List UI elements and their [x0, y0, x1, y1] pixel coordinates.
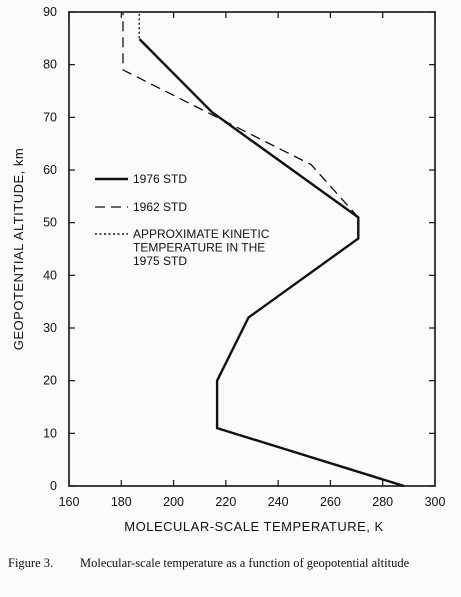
y-tick-label: 80: [43, 58, 57, 72]
x-tick-label: 200: [163, 495, 184, 509]
y-tick-label: 20: [43, 374, 57, 388]
chart: 160 180 200 220 240 260 280 300 0 10 20 30 40 50 60 70 8…: [11, 5, 446, 534]
x-tick-label: 280: [372, 495, 393, 509]
legend-label-2: 1962 STD: [133, 200, 187, 214]
x-tick-label: 160: [59, 495, 80, 509]
y-tick-label: 10: [43, 426, 57, 440]
y-tick-label: 70: [43, 110, 57, 124]
legend-label-3: APPROXIMATE KINETIC: [133, 227, 270, 241]
x-tick-label: 260: [320, 495, 341, 509]
x-tick-label: 300: [425, 495, 446, 509]
y-axis-title: GEOPOTENTIAL ALTITUDE, km: [11, 148, 26, 350]
y-tick-label: 90: [43, 5, 57, 19]
y-tick-label: 30: [43, 321, 57, 335]
caption-label: Figure 3.: [8, 556, 54, 570]
y-tick-label: 40: [43, 268, 57, 282]
plot-frame: [68, 11, 436, 487]
y-tick-label: 60: [43, 163, 57, 177]
series-line-1: [138, 38, 405, 488]
x-axis-title: MOLECULAR-SCALE TEMPERATURE, K: [124, 519, 383, 534]
y-tick-label: 50: [43, 216, 57, 230]
legend-label-1: 1976 STD: [133, 172, 187, 186]
x-tick-label: 240: [268, 495, 289, 509]
legend-label-3: TEMPERATURE IN THE: [133, 241, 265, 255]
y-tick-label: 0: [50, 479, 57, 493]
x-tick-label: 220: [215, 495, 236, 509]
figure-caption: Figure 3. Molecular-scale temperature as…: [8, 556, 458, 571]
series-line-2: [122, 12, 359, 218]
x-tick-label: 180: [111, 495, 132, 509]
caption-text: Molecular-scale temperature as a functio…: [80, 556, 410, 570]
legend-label-3: 1975 STD: [133, 254, 187, 268]
